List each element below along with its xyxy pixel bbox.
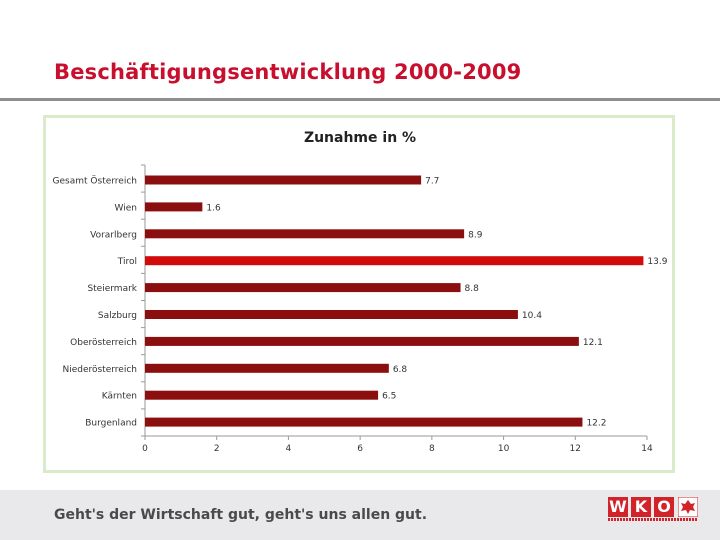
chart-title: Zunahme in % <box>304 130 416 146</box>
value-label: 8.9 <box>468 230 483 240</box>
category-label: Wien <box>115 203 137 213</box>
bar <box>145 256 644 266</box>
logo-letter-o: O <box>654 497 674 517</box>
title-divider <box>0 98 720 101</box>
category-label: Oberösterreich <box>70 338 137 348</box>
bar <box>145 417 583 427</box>
logo-letter-w: W <box>608 497 628 517</box>
x-tick-label: 10 <box>498 444 510 454</box>
logo-subline <box>608 518 698 521</box>
value-label: 13.9 <box>647 257 667 267</box>
bar-chart: Zunahme in % 0 2 4 6 8 10 12 14 Gesamt Österreic… <box>53 130 668 454</box>
value-label: 10.4 <box>522 311 542 321</box>
value-label: 12.2 <box>586 419 606 429</box>
category-label: Steiermark <box>87 284 137 294</box>
category-label: Kärnten <box>102 392 137 402</box>
value-label: 6.5 <box>382 392 396 402</box>
slide-title: Beschäftigungsentwicklung 2000-2009 <box>54 60 522 84</box>
bar <box>145 175 422 185</box>
bar <box>145 283 461 293</box>
x-tick-label: 0 <box>142 444 148 454</box>
x-tick-label: 14 <box>641 444 653 454</box>
value-label: 7.7 <box>425 177 439 187</box>
wko-logo: W K O <box>608 497 698 523</box>
footer-band <box>0 490 720 540</box>
chart-frame: Zunahme in % 0 2 4 6 8 10 12 14 Gesamt Österreic… <box>43 115 675 473</box>
value-label: 1.6 <box>206 203 221 213</box>
x-tick-label: 4 <box>286 444 292 454</box>
value-label: 6.8 <box>393 365 408 375</box>
x-tick-label: 6 <box>357 444 363 454</box>
x-tick-label: 12 <box>570 444 581 454</box>
category-label: Salzburg <box>98 311 137 321</box>
bar <box>145 363 389 373</box>
category-label: Vorarlberg <box>90 230 137 240</box>
value-label: 8.8 <box>465 284 480 294</box>
category-label: Tirol <box>117 257 137 267</box>
footer-slogan: Geht's der Wirtschaft gut, geht's uns al… <box>54 507 428 523</box>
bar <box>145 336 579 346</box>
category-label: Burgenland <box>85 419 137 429</box>
bar <box>145 202 203 212</box>
logo-letter-k: K <box>631 497 651 517</box>
value-label: 12.1 <box>583 338 603 348</box>
category-label: Gesamt Österreich <box>53 176 137 187</box>
category-label: Niederösterreich <box>62 365 137 375</box>
bar <box>145 310 518 319</box>
bar <box>145 390 379 400</box>
x-tick-label: 8 <box>429 444 435 454</box>
eagle-emblem-icon <box>678 497 698 517</box>
x-tick-label: 2 <box>214 444 220 454</box>
bar <box>145 229 465 239</box>
